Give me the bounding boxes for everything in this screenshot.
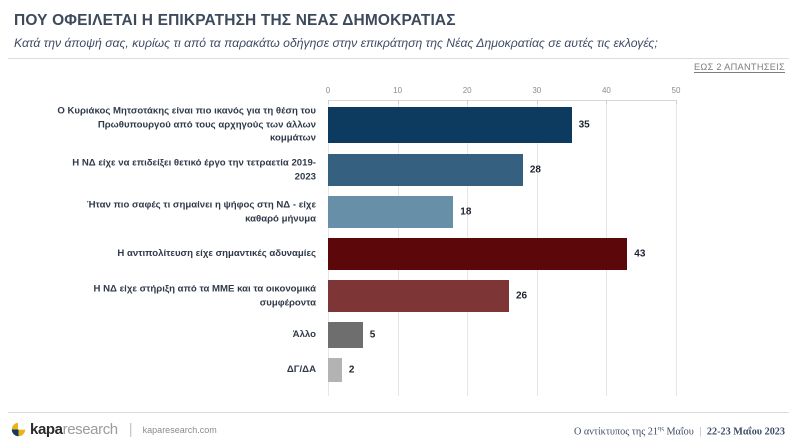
- source-ordinal: ης: [657, 425, 664, 432]
- source-separator: |: [699, 426, 702, 438]
- tick-mark-20: [467, 100, 469, 104]
- answers-note: ΕΩΣ 2 ΑΠΑΝΤΗΣΕΙΣ: [694, 62, 785, 72]
- bar-category-label: Άλλο: [292, 329, 316, 341]
- source-month: Μαΐου: [663, 426, 694, 438]
- bar-track: 26: [328, 275, 676, 317]
- footer: kapa research | kaparesearch.com Ο αντίκτ…: [0, 413, 797, 448]
- bar: [328, 280, 509, 312]
- header-divider: [8, 58, 789, 59]
- website-url: kaparesearch.com: [142, 424, 217, 435]
- bar-value-label: 2: [348, 364, 355, 376]
- source-line: Ο αντίκτυπος της 21ης Μαΐου | 22-23 Μαΐο…: [574, 425, 785, 437]
- bar-track: 43: [328, 233, 676, 275]
- bar-value-label: 35: [578, 119, 590, 131]
- bar-track: 28: [328, 149, 676, 191]
- bar: [328, 322, 363, 348]
- x-tick-10: 10: [393, 86, 403, 95]
- bar-value-label: 43: [634, 248, 646, 260]
- tick-mark-0: [328, 100, 329, 104]
- gridline-50: [676, 101, 677, 396]
- bar: [328, 358, 342, 382]
- footer-divider: [8, 412, 789, 413]
- bar-category-label: Ο Κυριάκος Μητσοτάκης είναι πιο ικανός γ…: [57, 105, 316, 144]
- bar-track: 5: [328, 317, 676, 353]
- brand-logo: kapa research | kaparesearch.com: [11, 421, 217, 438]
- bar-track: 35: [328, 101, 676, 149]
- bar-value-label: 26: [515, 290, 528, 302]
- bar-track: 18: [328, 191, 676, 233]
- x-tick-40: 40: [601, 86, 611, 95]
- bar-value-label: 5: [369, 329, 376, 341]
- header: ΠΟΥ ΟΦΕΙΛΕΤΑΙ Η ΕΠΙΚΡΑΤΗΣΗ ΤΗΣ ΝΕΑΣ ΔΗΜΟ…: [0, 0, 797, 52]
- bar: [328, 154, 523, 186]
- x-tick-30: 30: [532, 86, 542, 95]
- bar-row: Η ΝΔ είχε στήριξη από τα ΜΜΕ και τα οικο…: [0, 275, 797, 317]
- bar-value-label: 28: [529, 164, 541, 176]
- x-tick-50: 50: [671, 86, 681, 95]
- logo-research-text: research: [62, 421, 119, 438]
- bar-row: Ήταν πιο σαφές τι σημαίνει η ψήφος στη Ν…: [0, 191, 797, 233]
- page-subtitle: Κατά την άποψή σας, κυρίως τι από τα παρ…: [14, 36, 658, 51]
- tick-mark-40: [606, 100, 608, 104]
- bar-category-label: ΔΓ/ΔΑ: [286, 364, 316, 376]
- bar: [328, 196, 454, 228]
- logo-divider: |: [128, 421, 133, 438]
- bar-row: Η αντιπολίτευση είχε σημαντικές αδυναμίε…: [0, 233, 797, 275]
- kapa-logo-icon: [11, 422, 26, 437]
- bar-row: Άλλο 5: [0, 317, 797, 353]
- x-tick-20: 20: [462, 86, 472, 95]
- x-axis-ticks: 0 10 20 30 40 50: [325, 86, 681, 100]
- bar-category-label: Ήταν πιο σαφές τι σημαίνει η ψήφος στη Ν…: [86, 199, 316, 224]
- bar: [328, 238, 628, 270]
- bar-category-label: Η αντιπολίτευση είχε σημαντικές αδυναμίε…: [117, 248, 316, 260]
- tick-mark-50: [676, 100, 677, 104]
- bar-value-label: 18: [460, 206, 472, 218]
- bar-row: Η ΝΔ είχε να επιδείξει θετικό έργο την τ…: [0, 149, 797, 191]
- survey-date: 22-23 Μαΐου 2023: [706, 426, 785, 438]
- bar-category-label: Η ΝΔ είχε να επιδείξει θετικό έργο την τ…: [72, 157, 316, 182]
- logo-wordmark: kapa research: [30, 422, 118, 437]
- x-axis-line: [328, 100, 677, 101]
- bar-row: Ο Κυριάκος Μητσοτάκης είναι πιο ικανός γ…: [0, 101, 797, 149]
- source-prefix: Ο αντίκτυπος της 21: [574, 426, 658, 438]
- logo-kapa-text: kapa: [30, 421, 63, 438]
- bar-chart: 0 10 20 30 40 50 Ο Κυριάκος Μητσοτάκης είναι …: [0, 86, 797, 396]
- page-title: ΠΟΥ ΟΦΕΙΛΕΤΑΙ Η ΕΠΙΚΡΑΤΗΣΗ ΤΗΣ ΝΕΑΣ ΔΗΜΟ…: [14, 12, 456, 29]
- tick-mark-30: [536, 100, 538, 104]
- bar: [328, 107, 572, 143]
- bar-category-label: Η ΝΔ είχε στήριξη από τα ΜΜΕ και τα οικο…: [93, 283, 316, 308]
- bar-track: 2: [328, 353, 676, 387]
- x-tick-0: 0: [325, 86, 331, 95]
- bar-row: ΔΓ/ΔΑ 2: [0, 353, 797, 387]
- tick-mark-10: [397, 100, 399, 104]
- bar-rows: Ο Κυριάκος Μητσοτάκης είναι πιο ικανός γ…: [0, 101, 797, 387]
